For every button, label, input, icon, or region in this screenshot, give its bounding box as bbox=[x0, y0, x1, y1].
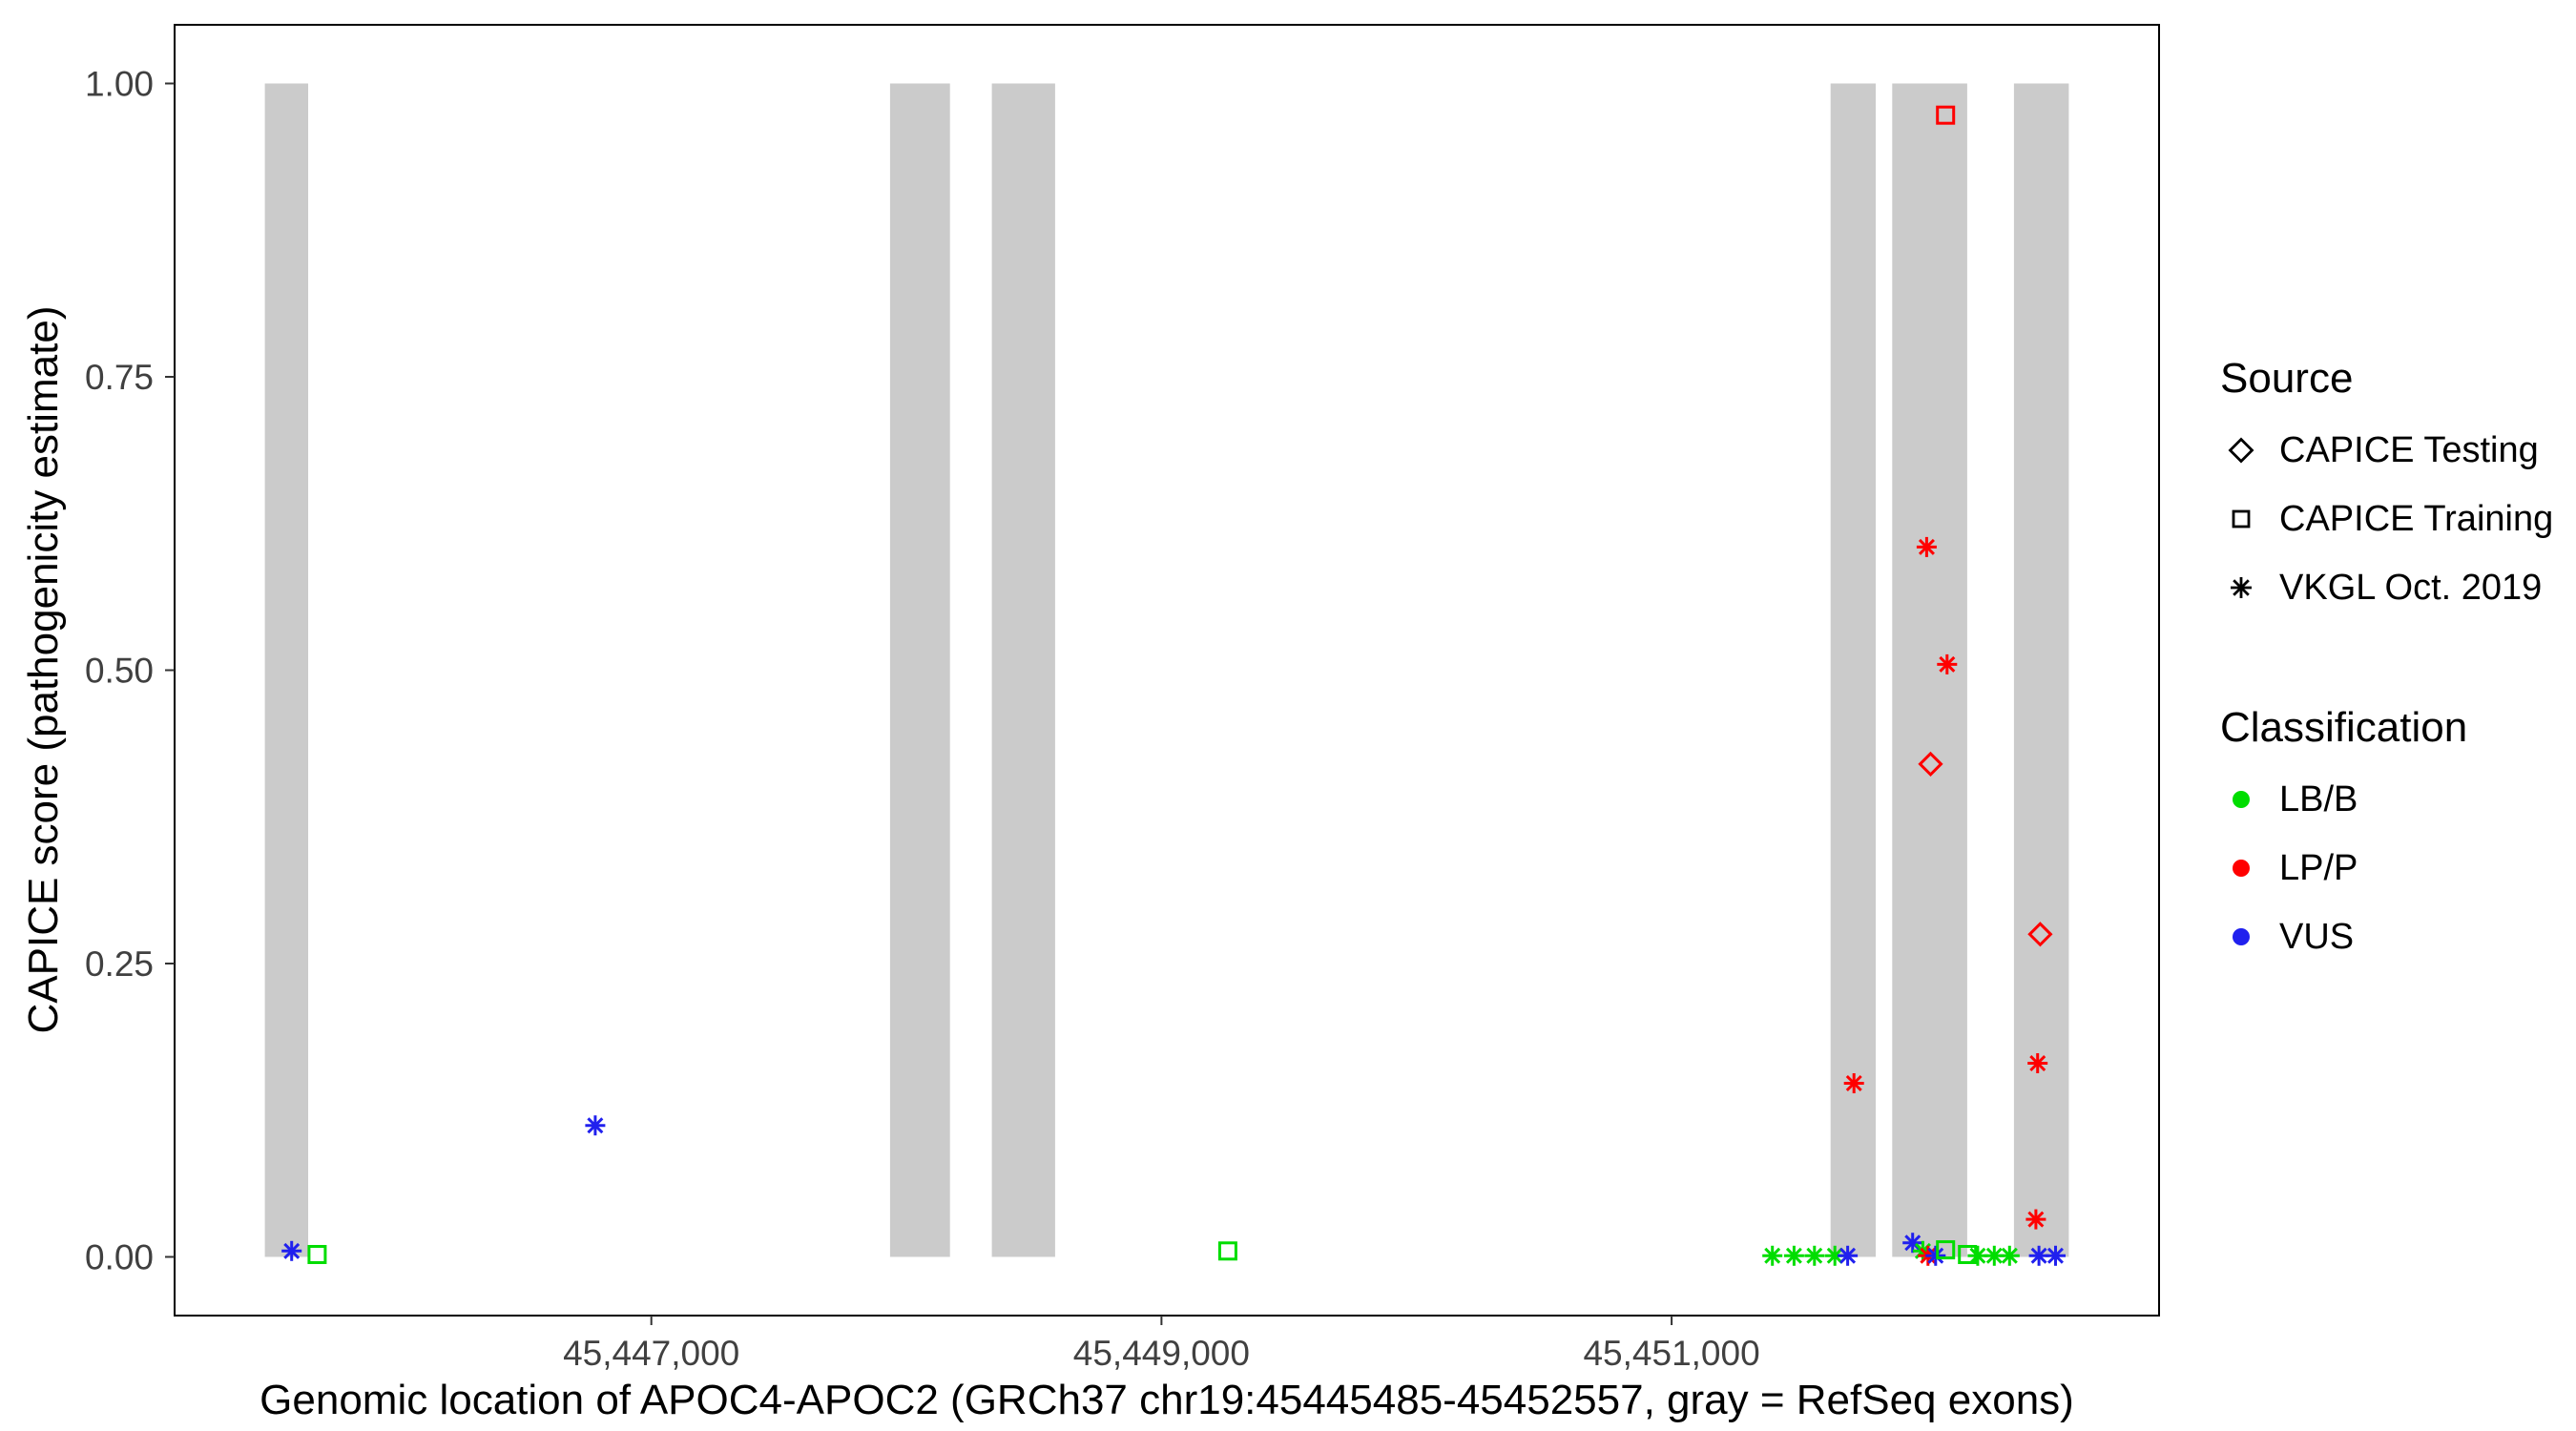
x-axis-title: Genomic location of APOC4-APOC2 (GRCh37 … bbox=[260, 1377, 2074, 1423]
data-point-asterisk bbox=[1838, 1245, 1859, 1266]
legend-item-lp-p: LP/P bbox=[2220, 834, 2564, 902]
legend-label: CAPICE Testing bbox=[2279, 429, 2539, 470]
data-point-square bbox=[1936, 105, 1956, 125]
legend-item-capice-training: CAPICE Training bbox=[2220, 485, 2564, 553]
legend-item-vkgl: VKGL Oct. 2019 bbox=[2220, 553, 2564, 622]
square-icon bbox=[2232, 509, 2251, 529]
data-point-asterisk bbox=[1843, 1073, 1864, 1093]
x-tick-label: 45,449,000 bbox=[1073, 1334, 1250, 1373]
data-point-asterisk bbox=[2027, 1053, 2048, 1073]
data-point-asterisk bbox=[2025, 1209, 2046, 1230]
y-axis-title: CAPICE score (pathogenicity estimate) bbox=[19, 305, 67, 1034]
legend-label: VKGL Oct. 2019 bbox=[2279, 567, 2543, 608]
exon-bar bbox=[991, 83, 1055, 1257]
y-tick-label: 0.25 bbox=[85, 944, 154, 984]
exon-bar bbox=[889, 83, 950, 1257]
exon-bar bbox=[1892, 83, 1967, 1257]
data-point-asterisk bbox=[1916, 536, 1937, 557]
asterisk-icon bbox=[2231, 577, 2252, 598]
exon-bar bbox=[2013, 83, 2069, 1257]
legend-source-title: Source bbox=[2220, 355, 2354, 402]
legend-item-lb-b: LB/B bbox=[2220, 765, 2564, 834]
exon-bar bbox=[1830, 83, 1876, 1257]
data-point-square bbox=[307, 1245, 327, 1264]
y-tick-label: 1.00 bbox=[85, 65, 154, 104]
x-tick-label: 45,447,000 bbox=[563, 1334, 739, 1373]
legend-label: VUS bbox=[2279, 916, 2355, 957]
y-tick-label: 0.00 bbox=[85, 1238, 154, 1277]
data-point-asterisk bbox=[1967, 1245, 1988, 1266]
exon-bar bbox=[264, 83, 308, 1257]
data-point-asterisk bbox=[1804, 1245, 1825, 1266]
legend-classification-title: Classification bbox=[2220, 704, 2468, 751]
data-point-asterisk bbox=[1783, 1245, 1804, 1266]
data-point-asterisk bbox=[1762, 1245, 1783, 1266]
data-point-square bbox=[1217, 1241, 1237, 1261]
legend-item-vus: VUS bbox=[2220, 902, 2564, 971]
y-tick-label: 0.50 bbox=[85, 652, 154, 691]
y-tick-label: 0.75 bbox=[85, 358, 154, 397]
legend: Source CAPICE Testing CAPICE Training bbox=[2220, 355, 2564, 971]
data-point-diamond bbox=[1918, 751, 1943, 778]
data-point-asterisk bbox=[2046, 1245, 2066, 1266]
data-point-asterisk bbox=[281, 1240, 302, 1261]
green-dot-icon bbox=[2233, 791, 2250, 808]
red-dot-icon bbox=[2233, 860, 2250, 877]
x-tick-label: 45,451,000 bbox=[1583, 1334, 1759, 1373]
data-point-asterisk bbox=[1925, 1245, 1946, 1266]
data-point-diamond bbox=[2027, 922, 2053, 947]
data-point-asterisk bbox=[1937, 653, 1958, 674]
blue-dot-icon bbox=[2233, 928, 2250, 945]
legend-label: CAPICE Training bbox=[2279, 498, 2554, 539]
legend-label: LB/B bbox=[2279, 778, 2358, 819]
diamond-icon bbox=[2228, 437, 2254, 464]
data-point-asterisk bbox=[585, 1115, 606, 1136]
data-point-asterisk bbox=[1999, 1245, 2020, 1266]
data-point-square bbox=[1936, 1240, 1956, 1260]
data-point-asterisk bbox=[1902, 1233, 1923, 1254]
legend-label: LP/P bbox=[2279, 847, 2358, 888]
legend-item-capice-testing: CAPICE Testing bbox=[2220, 416, 2564, 485]
